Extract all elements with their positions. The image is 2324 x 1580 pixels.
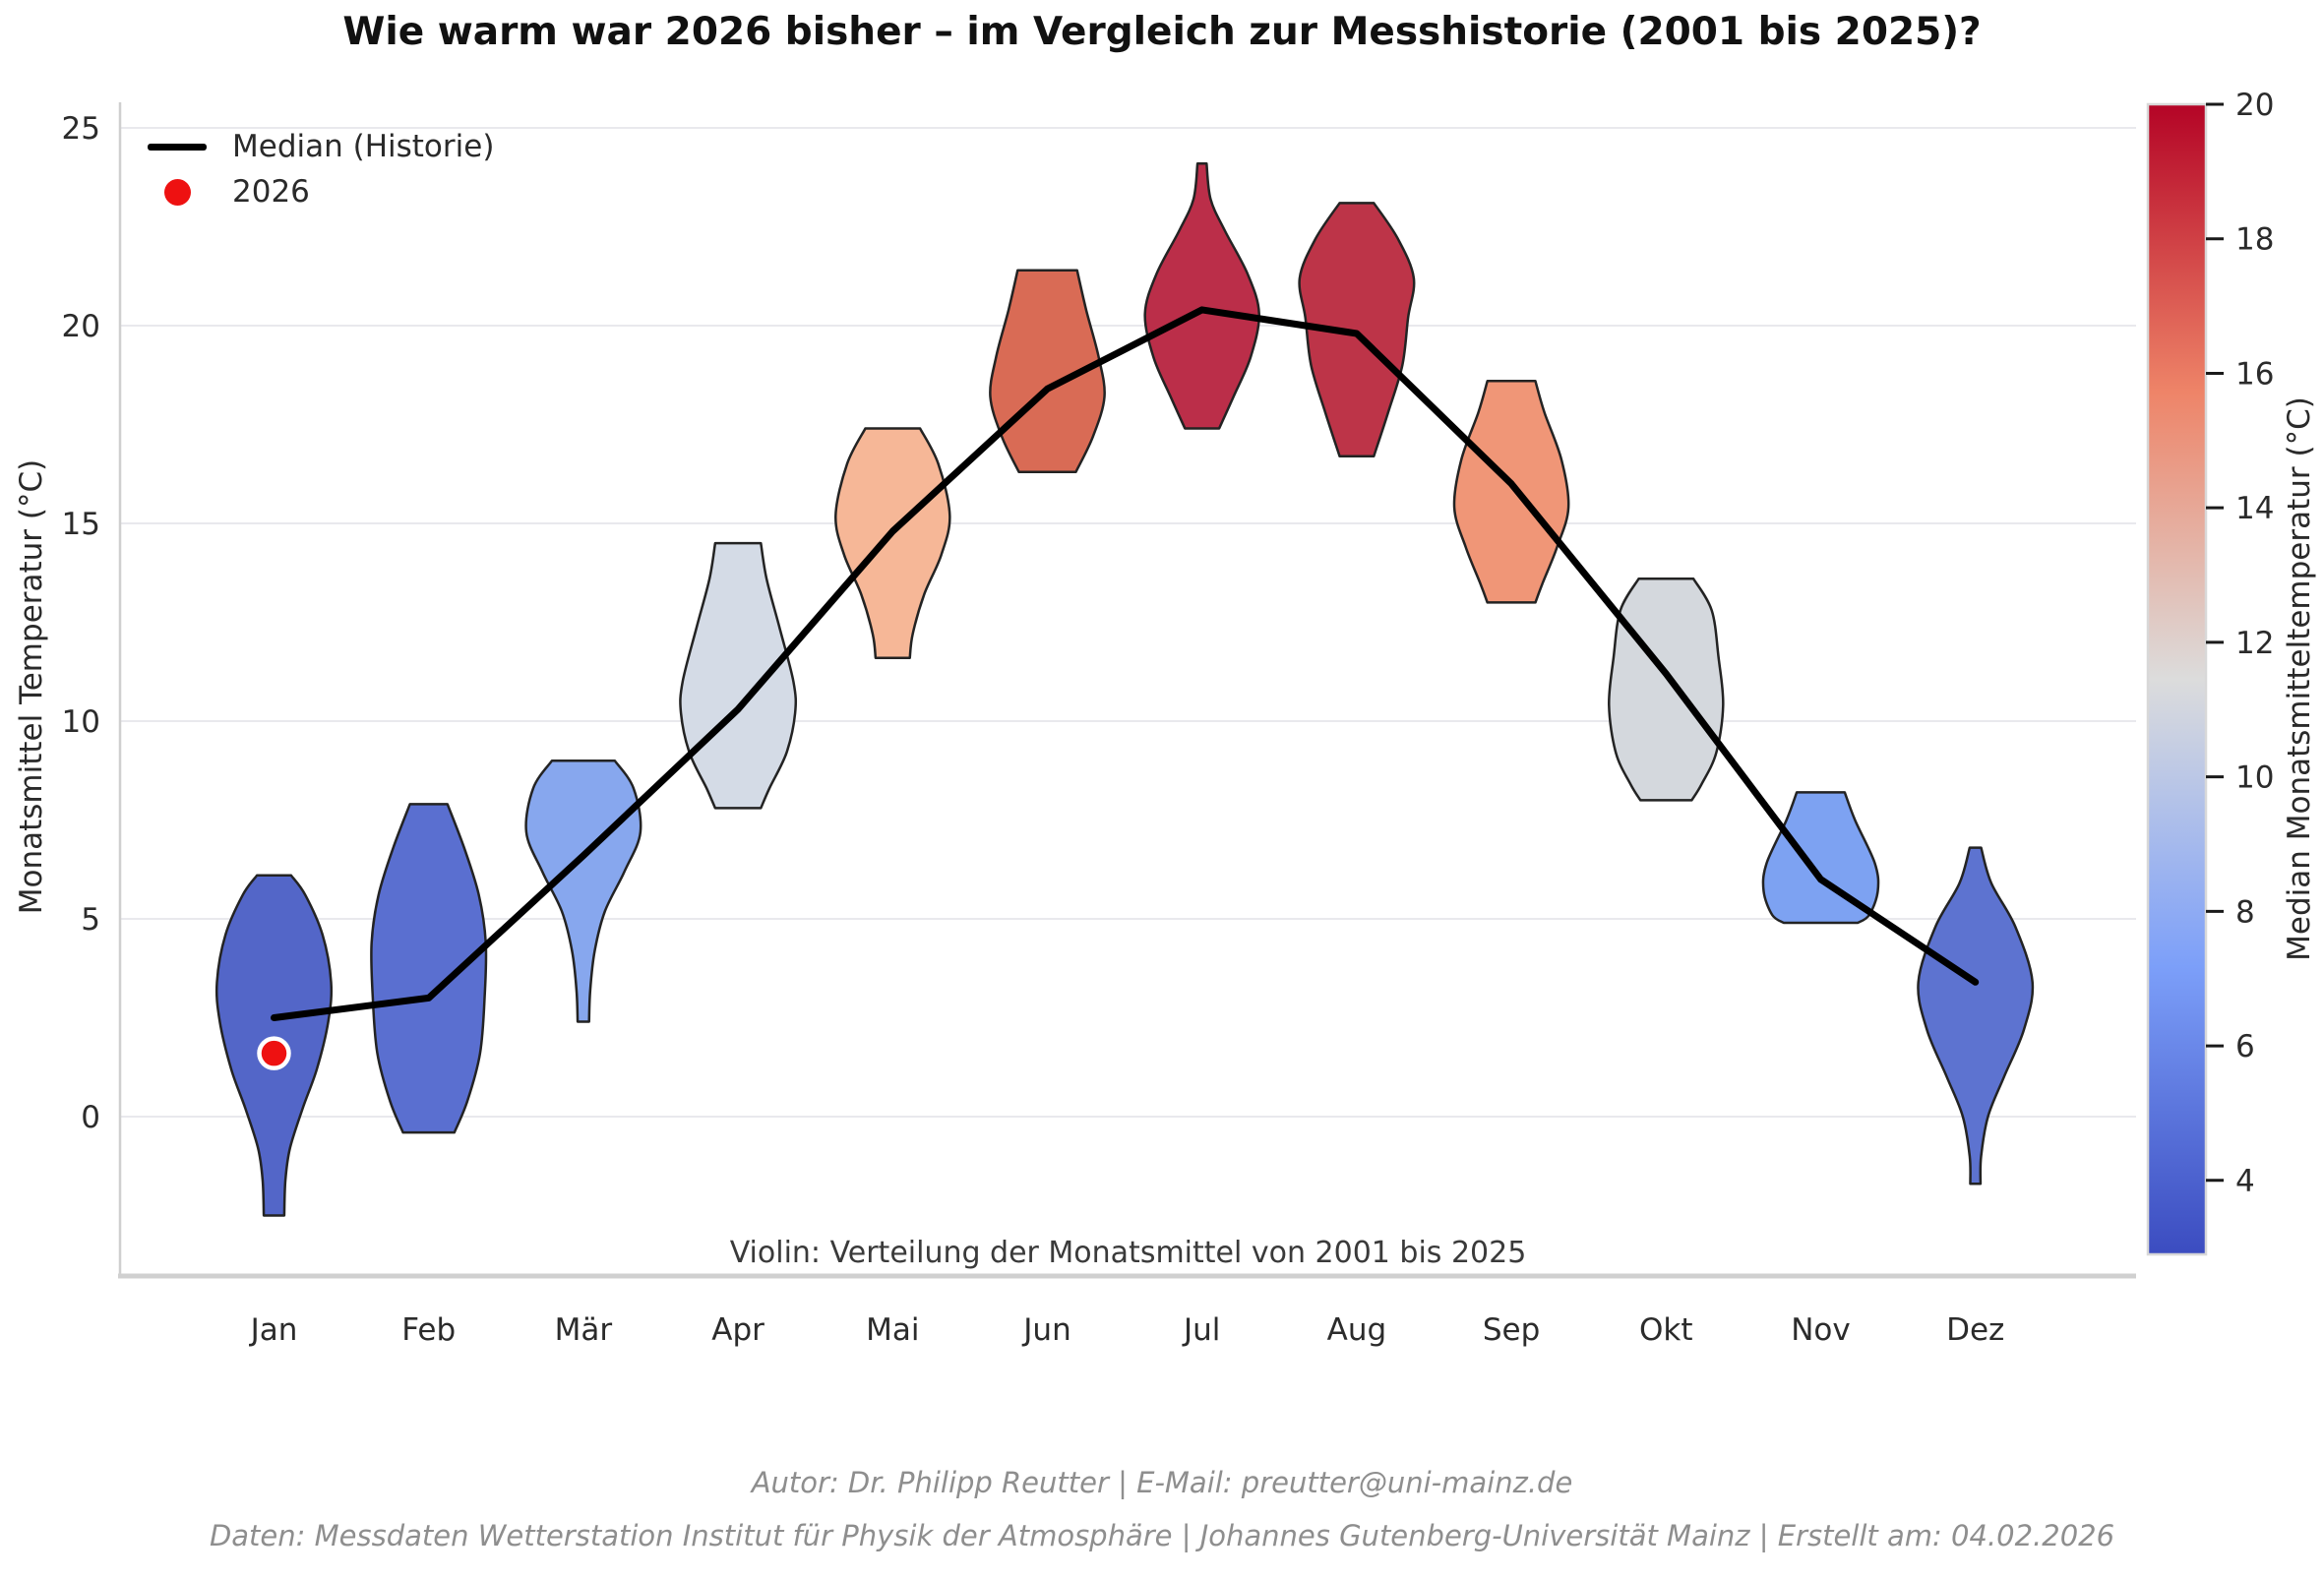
median-history-line [271, 306, 1980, 1021]
colorbar-tick-label-4: 4 [2235, 1164, 2255, 1199]
x-tick-label-Jun: Jun [1021, 1312, 1070, 1348]
x-tick-label-Dez: Dez [1946, 1312, 2004, 1348]
violin-Jun [989, 269, 1106, 473]
observed-2026-point-Jan [257, 1036, 291, 1070]
legend-item-median: Median (Historie) [148, 124, 494, 169]
red-dot-swatch-icon [164, 178, 191, 206]
legend-year-label: 2026 [232, 174, 310, 210]
violin-Aug [1298, 202, 1416, 457]
y-tick-label-20: 20 [62, 309, 100, 344]
y-tick-label-10: 10 [62, 704, 100, 740]
violin-Dez [1917, 846, 2035, 1185]
x-tick-label-Feb: Feb [401, 1312, 456, 1348]
legend-item-2026: 2026 [148, 169, 494, 214]
x-tick-label-Mai: Mai [866, 1312, 919, 1348]
violin-annotation: Violin: Verteilung der Monatsmittel von … [729, 1236, 1527, 1270]
colorbar-tick-label-10: 10 [2235, 760, 2274, 796]
footer-data-source: Daten: Messdaten Wetterstation Institut … [209, 1519, 2115, 1552]
colorbar-tick-label-16: 16 [2235, 356, 2274, 392]
x-tick-label-Nov: Nov [1791, 1312, 1851, 1348]
x-tick-label-Sep: Sep [1483, 1312, 1540, 1348]
colorbar-tick-label-6: 6 [2235, 1029, 2255, 1064]
colorbar-tick-label-8: 8 [2235, 894, 2255, 930]
colorbar-tick-label-18: 18 [2235, 222, 2274, 258]
violin-Jul [1143, 161, 1260, 430]
colorbar-tick-label-14: 14 [2235, 491, 2274, 526]
y-tick-label-5: 5 [81, 902, 100, 938]
violin-Feb [370, 803, 488, 1134]
colorbar-tick-label-20: 20 [2235, 88, 2274, 123]
median-line-swatch-icon [148, 143, 207, 151]
violin-Okt [1608, 577, 1725, 802]
y-axis-label: Monatsmittel Temperatur (°C) [14, 458, 49, 915]
legend: Median (Historie) 2026 [148, 124, 494, 214]
y-tick-label-15: 15 [62, 507, 100, 542]
violin-Sep [1452, 380, 1570, 604]
page-title: Wie warm war 2026 bisher – im Vergleich … [342, 10, 1982, 54]
x-tick-label-Apr: Apr [711, 1312, 764, 1348]
x-tick-label-Mär: Mär [555, 1312, 613, 1348]
legend-median-label: Median (Historie) [232, 129, 495, 164]
colorbar [2146, 102, 2208, 1256]
colorbar-tick-label-12: 12 [2235, 626, 2274, 661]
x-tick-label-Okt: Okt [1639, 1312, 1693, 1348]
x-tick-label-Aug: Aug [1327, 1312, 1387, 1348]
violin-Nov [1761, 791, 1880, 925]
y-tick-label-25: 25 [62, 111, 100, 147]
violin-Apr [679, 541, 798, 810]
violin-Mai [834, 427, 951, 659]
x-tick-label-Jan: Jan [249, 1312, 298, 1348]
x-tick-label-Jul: Jul [1182, 1312, 1220, 1348]
y-tick-label-0: 0 [81, 1100, 100, 1135]
footer-author: Autor: Dr. Philipp Reutter | E-Mail: pre… [751, 1466, 1573, 1499]
colorbar-label: Median Monatsmitteltemperatur (°C) [2282, 396, 2317, 961]
